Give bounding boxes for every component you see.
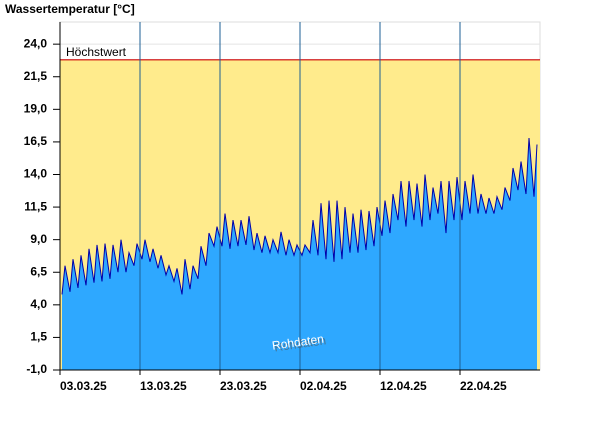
x-tick-label: 02.04.25 <box>300 379 347 393</box>
y-tick-label: 21,5 <box>24 69 48 83</box>
y-tick-label: 11,5 <box>24 199 47 213</box>
y-tick-label: 1,5 <box>30 330 47 344</box>
chart-title: Wassertemperatur [°C] <box>5 2 135 16</box>
threshold-label: Höchstwert <box>66 45 127 59</box>
x-tick-label: 23.03.25 <box>220 379 267 393</box>
y-tick-label: 14,0 <box>24 167 48 181</box>
y-tick-label: 19,0 <box>24 101 48 115</box>
y-tick-label: 4,0 <box>30 297 47 311</box>
y-tick-label: 9,0 <box>30 232 47 246</box>
y-tick-label: 16,5 <box>24 134 48 148</box>
x-tick-label: 03.03.25 <box>60 379 107 393</box>
x-tick-label: 13.03.25 <box>140 379 187 393</box>
y-tick-label: 24,0 <box>24 36 48 50</box>
x-tick-label: 12.04.25 <box>380 379 427 393</box>
y-tick-label: -1,0 <box>26 362 47 376</box>
x-tick-label: 22.04.25 <box>460 379 507 393</box>
y-tick-label: 6,5 <box>30 264 47 278</box>
